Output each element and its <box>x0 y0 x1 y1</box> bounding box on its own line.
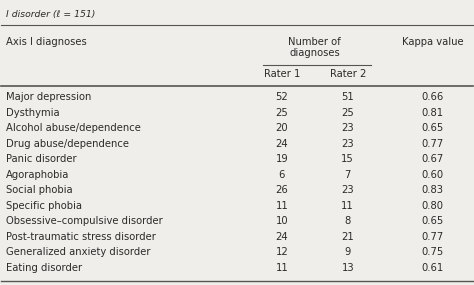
Text: Kappa value: Kappa value <box>402 37 464 47</box>
Text: 0.61: 0.61 <box>421 263 444 273</box>
Text: Specific phobia: Specific phobia <box>6 201 82 211</box>
Text: 19: 19 <box>275 154 288 164</box>
Text: 12: 12 <box>275 247 288 257</box>
Text: 24: 24 <box>275 232 288 242</box>
Text: 23: 23 <box>341 123 354 133</box>
Text: 0.81: 0.81 <box>421 108 444 118</box>
Text: Major depression: Major depression <box>6 92 91 102</box>
Text: Dysthymia: Dysthymia <box>6 108 60 118</box>
Text: 11: 11 <box>275 201 288 211</box>
Text: Number of
diagnoses: Number of diagnoses <box>288 37 341 58</box>
Text: 0.83: 0.83 <box>421 186 444 196</box>
Text: Obsessive–compulsive disorder: Obsessive–compulsive disorder <box>6 216 163 227</box>
Text: 51: 51 <box>341 92 354 102</box>
Text: Alcohol abuse/dependence: Alcohol abuse/dependence <box>6 123 141 133</box>
Text: 25: 25 <box>275 108 288 118</box>
Text: Rater 2: Rater 2 <box>329 69 366 79</box>
Text: 11: 11 <box>275 263 288 273</box>
Text: 0.65: 0.65 <box>421 216 444 227</box>
Text: I disorder (ℓ = 151): I disorder (ℓ = 151) <box>6 10 95 19</box>
Text: 0.60: 0.60 <box>421 170 444 180</box>
Text: 9: 9 <box>345 247 351 257</box>
Text: Eating disorder: Eating disorder <box>6 263 82 273</box>
Text: 23: 23 <box>341 139 354 149</box>
Text: 11: 11 <box>341 201 354 211</box>
Text: 25: 25 <box>341 108 354 118</box>
Text: Generalized anxiety disorder: Generalized anxiety disorder <box>6 247 151 257</box>
Text: 21: 21 <box>341 232 354 242</box>
Text: Post-traumatic stress disorder: Post-traumatic stress disorder <box>6 232 156 242</box>
Text: Rater 1: Rater 1 <box>264 69 300 79</box>
Text: 52: 52 <box>275 92 288 102</box>
Text: 23: 23 <box>341 186 354 196</box>
Text: 15: 15 <box>341 154 354 164</box>
Text: Social phobia: Social phobia <box>6 186 73 196</box>
Text: Panic disorder: Panic disorder <box>6 154 77 164</box>
Text: 0.75: 0.75 <box>421 247 444 257</box>
Text: 0.80: 0.80 <box>421 201 444 211</box>
Text: 8: 8 <box>345 216 351 227</box>
Text: 20: 20 <box>275 123 288 133</box>
Text: 26: 26 <box>275 186 288 196</box>
Text: 0.67: 0.67 <box>421 154 444 164</box>
Text: 0.77: 0.77 <box>421 139 444 149</box>
Text: 10: 10 <box>275 216 288 227</box>
Text: Axis I diagnoses: Axis I diagnoses <box>6 37 87 47</box>
Text: 7: 7 <box>345 170 351 180</box>
Text: 6: 6 <box>279 170 285 180</box>
Text: Agoraphobia: Agoraphobia <box>6 170 70 180</box>
Text: 0.77: 0.77 <box>421 232 444 242</box>
Text: 13: 13 <box>341 263 354 273</box>
Text: 0.66: 0.66 <box>421 92 444 102</box>
Text: Drug abuse/dependence: Drug abuse/dependence <box>6 139 129 149</box>
Text: 24: 24 <box>275 139 288 149</box>
Text: 0.65: 0.65 <box>421 123 444 133</box>
